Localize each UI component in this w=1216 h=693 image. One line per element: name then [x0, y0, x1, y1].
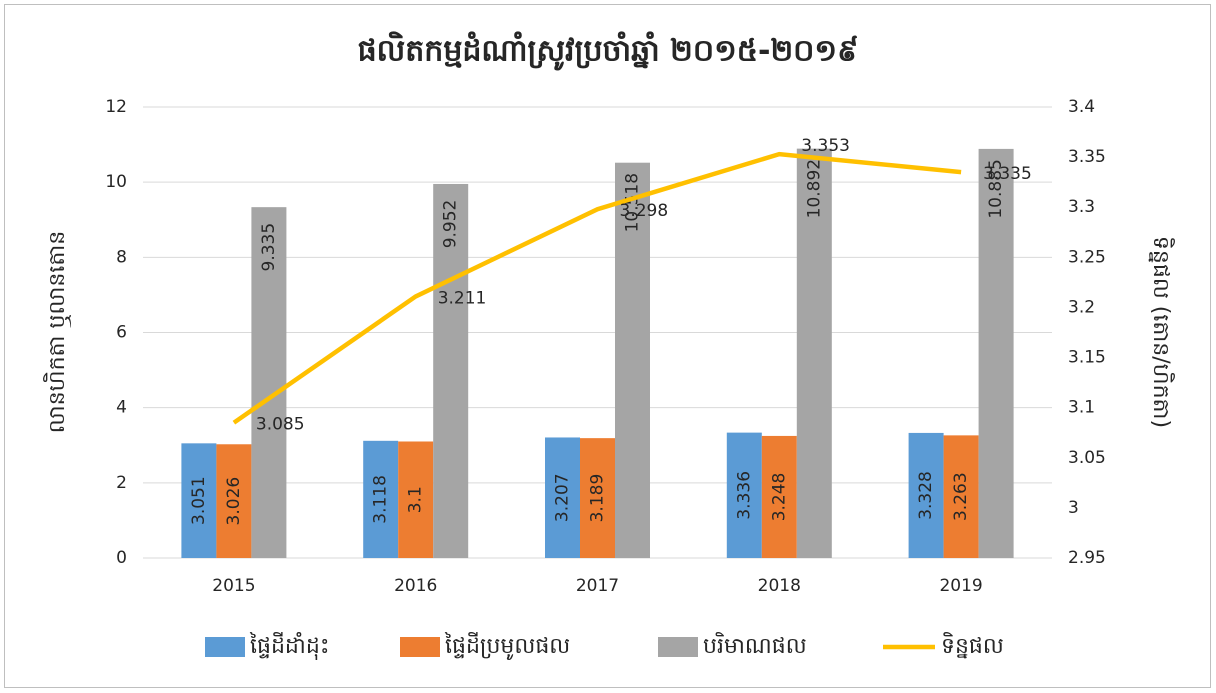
- data-label: 3.328: [916, 471, 936, 520]
- bar: [181, 443, 217, 558]
- bar: [398, 441, 434, 558]
- y2-tick-label: 3.05: [1068, 448, 1106, 468]
- y-tick-label: 0: [116, 548, 127, 568]
- data-label: 3.189: [588, 474, 608, 523]
- data-label: 3.263: [951, 472, 971, 521]
- x-tick-label: 2019: [939, 576, 982, 596]
- y2-tick-label: 3.4: [1068, 97, 1095, 117]
- bar: [615, 162, 650, 559]
- x-tick-label: 2015: [212, 576, 255, 596]
- legend-swatch: [400, 637, 440, 657]
- bar: [726, 432, 762, 558]
- bar: [761, 435, 797, 558]
- data-label: 3.026: [224, 477, 244, 526]
- y2-axis-label: ទិន្នផល (តោន/ហិកតា): [1148, 236, 1175, 428]
- y2-tick-label: 3: [1068, 498, 1079, 518]
- data-label: 3.248: [769, 473, 789, 522]
- x-tick-label: 2016: [394, 576, 437, 596]
- bar: [545, 437, 580, 558]
- y-tick-label: 4: [116, 398, 127, 418]
- x-tick-label: 2018: [758, 576, 801, 596]
- y-tick-label: 8: [116, 247, 127, 267]
- bar: [363, 440, 399, 558]
- data-label: 10.885: [986, 159, 1006, 218]
- bar: [433, 183, 469, 558]
- data-label: 3.085: [256, 415, 305, 435]
- data-label: 3.298: [620, 201, 669, 221]
- y2-tick-label: 3.15: [1068, 348, 1106, 368]
- data-label: 3.118: [371, 475, 391, 524]
- bar: [943, 435, 979, 558]
- bar: [580, 438, 615, 558]
- bar: [251, 207, 287, 558]
- data-label: 10.892: [804, 159, 824, 218]
- data-label: 10.518: [623, 173, 643, 232]
- data-label: 3.051: [189, 476, 209, 525]
- y2-tick-label: 3.35: [1068, 147, 1106, 167]
- legend-label: បរិមាណផល: [703, 632, 807, 659]
- data-label: 9.952: [441, 200, 461, 249]
- y2-tick-label: 3.2: [1068, 297, 1095, 317]
- legend-swatch: [205, 637, 245, 657]
- line: [232, 151, 962, 425]
- y2-tick-label: 3.25: [1068, 247, 1106, 267]
- data-label: 3.207: [553, 473, 573, 522]
- chart-title: ផលិតកម្មដំណាំស្រូវប្រចាំឆ្នាំ ២០១៥-២០១៩: [358, 31, 859, 72]
- data-label: 3.211: [438, 288, 487, 308]
- legend-label: ផ្ទៃដីដាំដុះ: [249, 632, 330, 660]
- legend-label: ទិន្នផល: [941, 632, 1004, 659]
- data-label: 3.335: [983, 164, 1032, 184]
- y-tick-label: 12: [105, 97, 127, 117]
- data-label: 9.335: [259, 223, 279, 272]
- bar: [796, 148, 832, 558]
- data-label: 3.1: [406, 486, 426, 513]
- y-tick-label: 6: [116, 323, 127, 343]
- data-label: 3.353: [801, 136, 850, 156]
- y2-tick-label: 3.3: [1068, 197, 1095, 217]
- legend-label: ផ្ទៃដីប្រមូលផល: [444, 632, 570, 660]
- bar: [216, 444, 252, 558]
- bar: [908, 432, 944, 558]
- x-tick-label: 2017: [576, 576, 619, 596]
- y-tick-label: 2: [116, 473, 127, 493]
- y2-tick-label: 3.1: [1068, 398, 1095, 418]
- y-tick-label: 10: [105, 172, 127, 192]
- bar: [978, 148, 1014, 559]
- y-axis-label: លានហិកតា ឬលានតោន: [43, 231, 72, 434]
- legend-swatch: [658, 637, 698, 657]
- data-label: 3.336: [734, 471, 754, 520]
- y2-tick-label: 2.95: [1068, 548, 1106, 568]
